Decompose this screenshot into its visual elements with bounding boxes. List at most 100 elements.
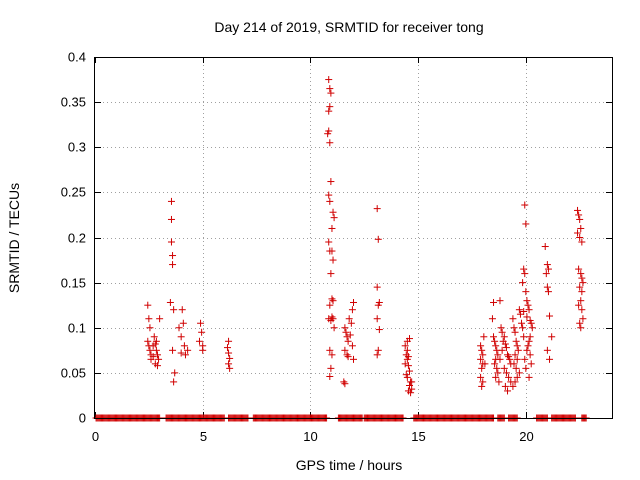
data-point bbox=[577, 297, 585, 305]
data-point bbox=[505, 373, 513, 381]
data-point bbox=[490, 298, 498, 306]
data-point bbox=[548, 333, 556, 341]
grid-layer bbox=[95, 57, 612, 418]
data-point bbox=[497, 324, 505, 332]
data-point bbox=[511, 328, 519, 336]
data-point bbox=[506, 355, 514, 363]
x-tick-label: 5 bbox=[200, 429, 207, 444]
data-point bbox=[574, 206, 582, 214]
y-tick-label: 0.15 bbox=[61, 276, 86, 291]
data-point bbox=[403, 346, 411, 354]
data-point bbox=[329, 297, 337, 305]
data-point bbox=[524, 342, 532, 350]
data-point bbox=[520, 308, 528, 316]
data-point bbox=[494, 369, 502, 377]
y-tick-label: 0.05 bbox=[61, 366, 86, 381]
data-point bbox=[498, 328, 506, 336]
data-point bbox=[576, 283, 584, 291]
data-point bbox=[523, 346, 531, 354]
data-point bbox=[340, 378, 348, 386]
data-point bbox=[169, 252, 177, 260]
data-point bbox=[401, 360, 409, 368]
data-point bbox=[330, 324, 338, 332]
data-point bbox=[510, 324, 518, 332]
x-tick-label: 0 bbox=[92, 429, 99, 444]
data-point bbox=[343, 333, 351, 341]
data-point bbox=[478, 346, 486, 354]
data-point bbox=[501, 340, 509, 348]
data-point bbox=[373, 205, 381, 213]
marker-layer bbox=[92, 76, 590, 422]
data-point bbox=[504, 387, 512, 395]
data-point bbox=[375, 326, 383, 334]
data-point bbox=[145, 315, 153, 323]
data-point bbox=[577, 270, 585, 278]
data-point bbox=[374, 346, 382, 354]
data-point bbox=[494, 351, 502, 359]
data-point bbox=[327, 178, 335, 186]
x-axis-label: GPS time / hours bbox=[296, 457, 403, 473]
data-point bbox=[543, 261, 551, 269]
data-point bbox=[522, 288, 530, 296]
data-point bbox=[341, 324, 349, 332]
data-point bbox=[155, 355, 163, 363]
data-point bbox=[525, 337, 533, 345]
data-point bbox=[478, 382, 486, 390]
data-point bbox=[492, 342, 500, 350]
chart-title: Day 214 of 2019, SRMTID for receiver ton… bbox=[214, 19, 483, 35]
data-point bbox=[344, 353, 352, 361]
data-point bbox=[144, 301, 152, 309]
data-point bbox=[329, 315, 337, 323]
y-tick-label: 0.1 bbox=[68, 321, 86, 336]
y-tick-label: 0.25 bbox=[61, 185, 86, 200]
data-point bbox=[519, 324, 527, 332]
data-point bbox=[500, 364, 508, 372]
data-point bbox=[178, 306, 186, 314]
data-point bbox=[502, 369, 510, 377]
data-point bbox=[526, 351, 534, 359]
data-point bbox=[500, 333, 508, 341]
data-point bbox=[515, 369, 523, 377]
data-point bbox=[341, 346, 349, 354]
data-point bbox=[167, 215, 175, 223]
data-point bbox=[346, 331, 354, 339]
data-point bbox=[493, 364, 501, 372]
data-point bbox=[492, 373, 500, 381]
x-tick-label: 15 bbox=[411, 429, 425, 444]
data-point bbox=[344, 337, 352, 345]
data-point bbox=[326, 103, 334, 111]
data-point bbox=[502, 344, 510, 352]
data-point bbox=[226, 354, 234, 362]
data-point bbox=[404, 362, 412, 370]
data-point bbox=[546, 355, 554, 363]
data-point bbox=[514, 346, 522, 354]
data-point bbox=[513, 342, 521, 350]
data-point bbox=[146, 346, 154, 354]
x-tick-label: 10 bbox=[303, 429, 317, 444]
data-point bbox=[373, 351, 381, 359]
data-point bbox=[325, 191, 333, 199]
data-point bbox=[153, 351, 161, 359]
data-point bbox=[520, 265, 528, 273]
data-point bbox=[541, 243, 549, 251]
data-point bbox=[373, 283, 381, 291]
data-point bbox=[525, 373, 533, 381]
data-point bbox=[521, 355, 529, 363]
data-point bbox=[523, 313, 531, 321]
data-point bbox=[347, 319, 355, 327]
data-point bbox=[374, 301, 382, 309]
data-point bbox=[574, 229, 582, 237]
data-point bbox=[180, 342, 188, 350]
data-point bbox=[481, 360, 489, 368]
data-point bbox=[329, 256, 337, 264]
y-tick-label: 0.3 bbox=[68, 140, 86, 155]
data-point bbox=[518, 319, 526, 327]
data-point bbox=[511, 378, 519, 386]
data-point bbox=[501, 382, 509, 390]
data-point bbox=[325, 238, 333, 246]
data-point bbox=[528, 324, 536, 332]
data-point bbox=[575, 265, 583, 273]
data-point bbox=[578, 238, 586, 246]
